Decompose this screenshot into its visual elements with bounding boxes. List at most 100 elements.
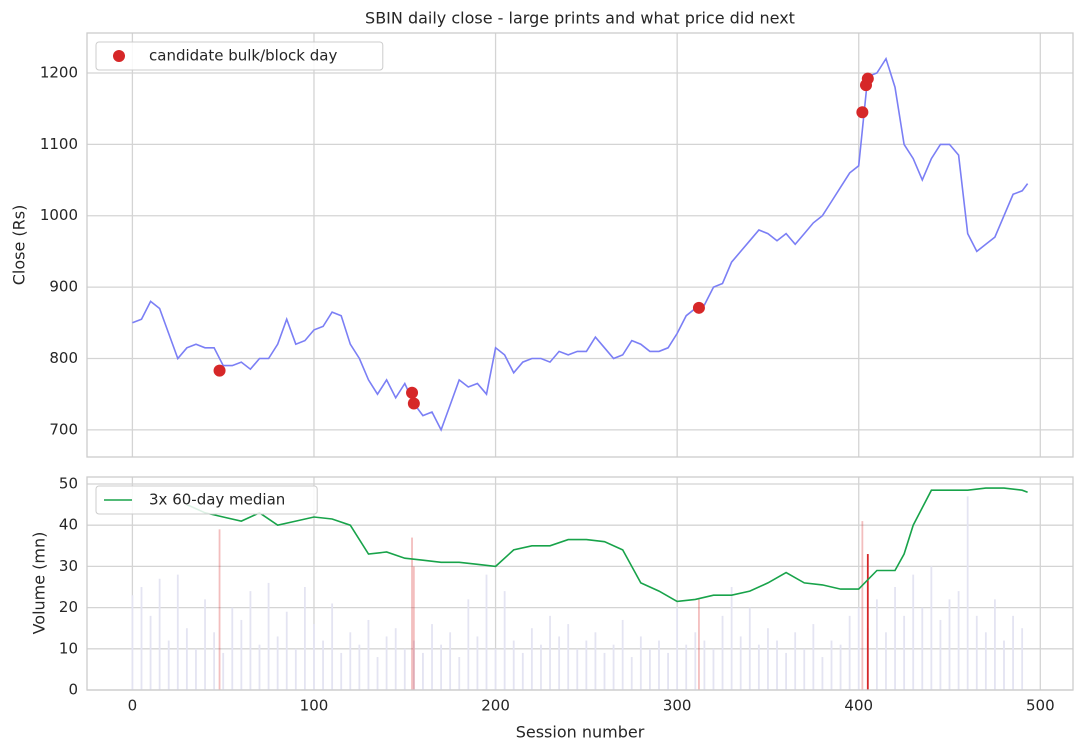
legend-label: candidate bulk/block day [149, 47, 337, 65]
bar [222, 652, 225, 690]
y-tick-label: 20 [59, 598, 78, 616]
bar [685, 644, 688, 690]
bar [812, 624, 815, 690]
bar [218, 529, 221, 690]
x-tick-label: 200 [481, 697, 510, 715]
bar [376, 657, 379, 690]
bar [767, 628, 769, 690]
bar [540, 644, 542, 690]
bar [358, 644, 361, 690]
x-tick-label: 300 [663, 697, 692, 715]
chart-title: SBIN daily close - large prints and what… [365, 9, 795, 28]
bar [394, 628, 397, 690]
bar [885, 632, 887, 690]
bar [240, 619, 243, 690]
scatter-point [406, 386, 419, 399]
bar [449, 632, 452, 690]
y-tick-label: 30 [59, 557, 78, 575]
legend-box [95, 485, 318, 515]
bar [639, 636, 642, 690]
bar [476, 636, 479, 690]
bar [748, 607, 751, 690]
bar [276, 636, 279, 690]
bar [848, 615, 851, 690]
bar [957, 591, 960, 690]
bar [612, 644, 615, 690]
bar [331, 603, 334, 690]
bar [167, 640, 170, 690]
bar [494, 648, 497, 690]
bar [698, 599, 700, 690]
bar [322, 640, 324, 690]
bar [861, 521, 864, 690]
bar [785, 652, 787, 690]
bar [603, 652, 606, 690]
bar [975, 615, 978, 690]
y-tick-label: 40 [59, 516, 78, 534]
y-tick-label: 50 [59, 475, 78, 493]
bar [231, 607, 234, 690]
bar [440, 644, 442, 690]
bar [204, 599, 206, 690]
x-tick-label: 400 [844, 697, 873, 715]
bar [294, 648, 297, 690]
bar [367, 619, 370, 690]
bar [567, 624, 570, 690]
scatter-point [856, 106, 869, 119]
bar [412, 640, 415, 690]
bar [930, 566, 933, 690]
bar [894, 587, 896, 690]
y-tick-label: 1200 [40, 63, 78, 81]
bar [195, 648, 197, 690]
x-tick-label: 0 [128, 697, 138, 715]
y-axis-label: Volume (mn) [30, 532, 49, 635]
axes-frame [86, 32, 1074, 458]
line [186, 487, 1028, 603]
bar [411, 537, 413, 690]
bar [385, 636, 388, 690]
bar [994, 599, 996, 690]
bar [512, 640, 515, 690]
bar [667, 652, 669, 690]
bar [258, 644, 261, 690]
x-tick-label: 100 [300, 697, 329, 715]
bar [676, 607, 679, 690]
bar [794, 632, 797, 690]
scatter-point [692, 301, 705, 314]
bar [739, 636, 742, 690]
bar [839, 644, 842, 690]
bar [530, 628, 533, 690]
bar [630, 657, 633, 690]
scatter-point [213, 364, 226, 377]
y-tick-label: 1000 [40, 206, 78, 224]
bar [621, 619, 624, 690]
y-tick-label: 900 [49, 278, 78, 296]
bar [966, 496, 969, 690]
axes-frame [86, 476, 1074, 691]
bar [313, 624, 315, 690]
bar [721, 615, 724, 690]
bar [730, 587, 733, 690]
bar [912, 574, 915, 690]
legend: 3x 60-day median [95, 485, 318, 515]
bar [712, 648, 715, 690]
bar [803, 648, 806, 690]
bar [939, 619, 942, 690]
scatter-point [861, 72, 874, 85]
bar [158, 578, 161, 690]
y-tick-label: 1100 [40, 135, 78, 153]
bar [340, 652, 343, 690]
bar [213, 632, 216, 690]
bar [140, 587, 143, 690]
bar [467, 599, 470, 690]
y-tick-label: 10 [59, 639, 78, 657]
legend-label: 3x 60-day median [149, 491, 285, 509]
bar [866, 554, 869, 690]
bar [585, 640, 588, 690]
bar [422, 652, 424, 690]
bar [948, 599, 951, 690]
scatter-point [407, 397, 420, 410]
bar [694, 632, 697, 690]
bar [431, 624, 433, 690]
bar [830, 640, 833, 690]
